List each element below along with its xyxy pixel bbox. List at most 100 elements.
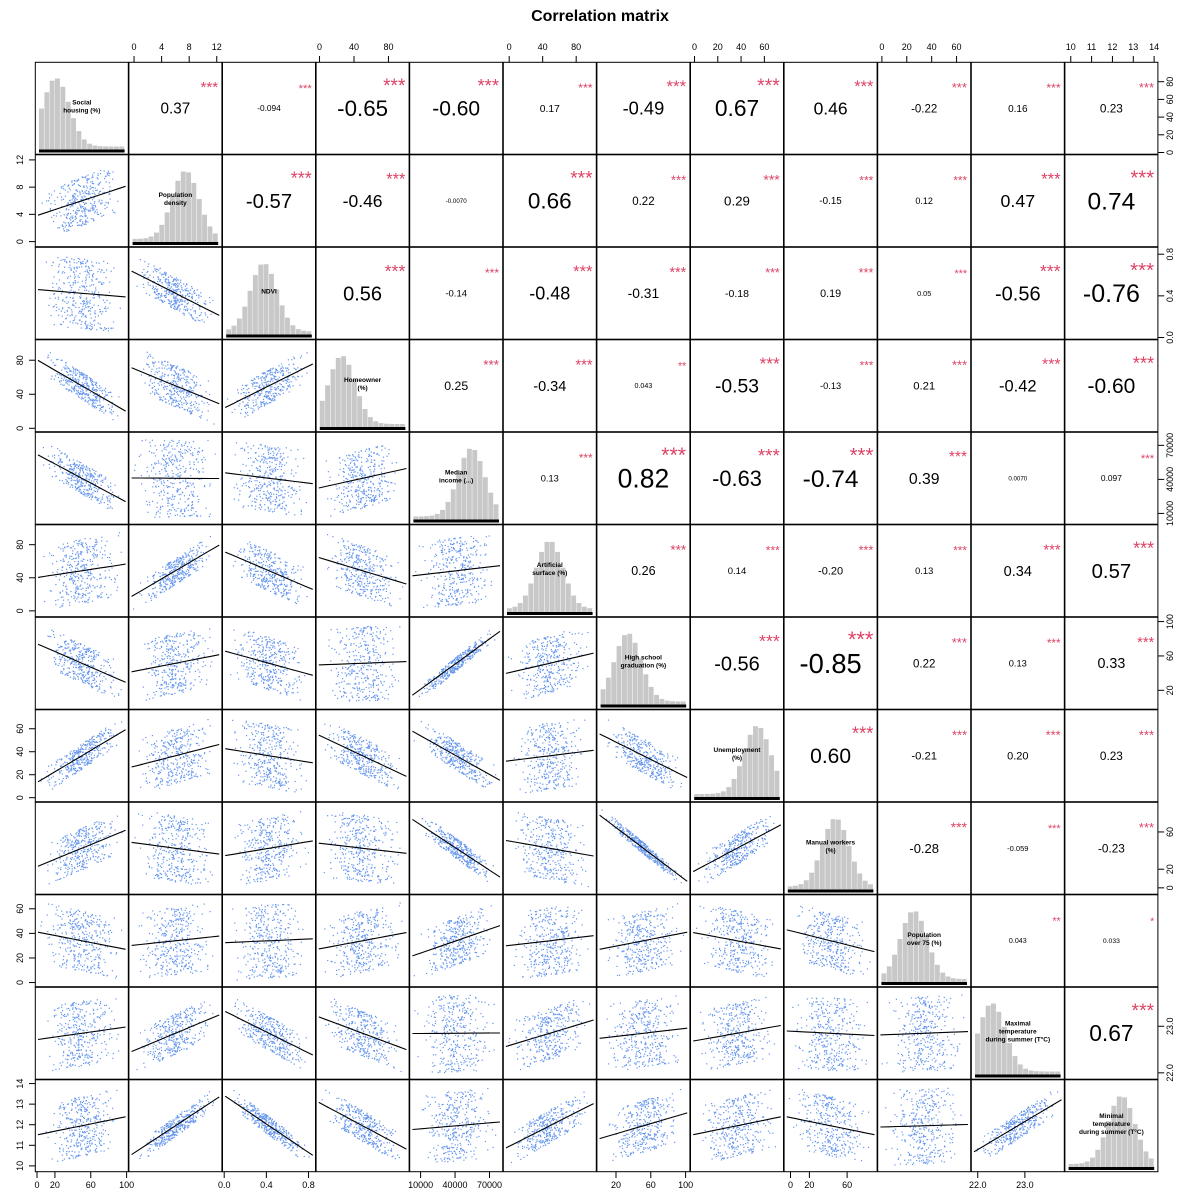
scatter-point bbox=[374, 497, 375, 498]
scatter-point bbox=[53, 215, 54, 216]
scatter-point bbox=[72, 487, 73, 488]
scatter-point bbox=[185, 295, 186, 296]
scatter-point bbox=[330, 477, 331, 478]
scatter-point bbox=[177, 289, 178, 290]
scatter-point bbox=[103, 215, 104, 216]
scatter-point bbox=[355, 451, 356, 452]
scatter-point bbox=[82, 301, 83, 302]
scatter-point bbox=[194, 513, 195, 514]
scatter-point bbox=[187, 403, 188, 404]
scatter-point bbox=[188, 555, 189, 556]
scatter-point bbox=[261, 406, 262, 407]
scatter-point bbox=[77, 551, 78, 552]
scatter-point bbox=[82, 313, 83, 314]
scatter-point bbox=[74, 274, 75, 275]
scatter-point bbox=[98, 305, 99, 306]
scatter-point bbox=[89, 328, 90, 329]
scatter-point bbox=[169, 442, 170, 443]
scatter-point bbox=[82, 223, 83, 224]
scatter-point bbox=[80, 391, 81, 392]
scatter-point bbox=[255, 386, 256, 387]
scatter-point bbox=[85, 282, 86, 283]
scatter-point bbox=[71, 258, 72, 259]
scatter-point bbox=[80, 386, 81, 387]
scatter-point bbox=[171, 582, 172, 583]
scatter-point bbox=[179, 581, 180, 582]
scatter-point bbox=[158, 389, 159, 390]
scatter-point bbox=[186, 562, 187, 563]
scatter-point bbox=[83, 494, 84, 495]
scatter-point bbox=[97, 190, 98, 191]
scatter-point bbox=[181, 577, 182, 578]
scatter-point bbox=[381, 446, 382, 447]
scatter-point bbox=[66, 557, 67, 558]
scatter-point bbox=[190, 558, 191, 559]
scatter-point bbox=[90, 559, 91, 560]
scatter-point bbox=[246, 465, 247, 466]
scatter-point bbox=[152, 387, 153, 388]
scatter-point bbox=[152, 391, 153, 392]
scatter-point bbox=[104, 390, 105, 391]
scatter-point bbox=[90, 208, 91, 209]
scatter-point bbox=[209, 394, 210, 395]
scatter-point bbox=[168, 465, 169, 466]
scatter-point bbox=[173, 463, 174, 464]
scatter-point bbox=[365, 479, 366, 480]
scatter-point bbox=[389, 498, 390, 499]
scatter-point bbox=[196, 570, 197, 571]
scatter-point bbox=[279, 568, 280, 569]
scatter-point bbox=[346, 549, 347, 550]
scatter-point bbox=[182, 453, 183, 454]
scatter-point bbox=[70, 270, 71, 271]
scatter-point bbox=[296, 491, 297, 492]
scatter-point bbox=[108, 392, 109, 393]
scatter-point bbox=[379, 580, 380, 581]
scatter-point bbox=[198, 470, 199, 471]
scatter-point bbox=[67, 465, 68, 466]
scatter-point bbox=[280, 457, 281, 458]
scatter-point bbox=[354, 576, 355, 577]
scatter-point bbox=[100, 390, 101, 391]
scatter-point bbox=[337, 561, 338, 562]
scatter-point bbox=[278, 588, 279, 589]
scatter-point bbox=[273, 501, 274, 502]
scatter-point bbox=[94, 291, 95, 292]
scatter-point bbox=[367, 589, 368, 590]
scatter-point bbox=[150, 379, 151, 380]
scatter-point bbox=[343, 489, 344, 490]
scatter-point bbox=[177, 285, 178, 286]
scatter-point bbox=[147, 467, 148, 468]
scatter-point bbox=[182, 570, 183, 571]
scatter-point bbox=[99, 296, 100, 297]
scatter-point bbox=[369, 500, 370, 501]
scatter-point bbox=[341, 568, 342, 569]
scatter-point bbox=[88, 474, 89, 475]
scatter-point bbox=[201, 312, 202, 313]
scatter-point bbox=[75, 480, 76, 481]
scatter-point bbox=[188, 382, 189, 383]
scatter-point bbox=[157, 289, 158, 290]
scatter-point bbox=[84, 259, 85, 260]
scatter-point bbox=[367, 565, 368, 566]
scatter-point bbox=[276, 496, 277, 497]
scatter-point bbox=[184, 552, 185, 553]
scatter-point bbox=[161, 376, 162, 377]
scatter-point bbox=[172, 494, 173, 495]
scatter-point bbox=[162, 572, 163, 573]
scatter-point bbox=[264, 589, 265, 590]
scatter-point bbox=[178, 377, 179, 378]
scatter-point bbox=[390, 577, 391, 578]
scatter-point bbox=[293, 364, 294, 365]
scatter-point bbox=[198, 410, 199, 411]
scatter-point bbox=[48, 200, 49, 201]
scatter-point bbox=[254, 498, 255, 499]
scatter-point bbox=[198, 404, 199, 405]
scatter-point bbox=[267, 579, 268, 580]
scatter-point bbox=[80, 586, 81, 587]
scatter-point bbox=[105, 410, 106, 411]
scatter-point bbox=[67, 564, 68, 565]
scatter-point bbox=[64, 267, 65, 268]
scatter-point bbox=[88, 302, 89, 303]
scatter-point bbox=[153, 593, 154, 594]
scatter-point bbox=[81, 210, 82, 211]
